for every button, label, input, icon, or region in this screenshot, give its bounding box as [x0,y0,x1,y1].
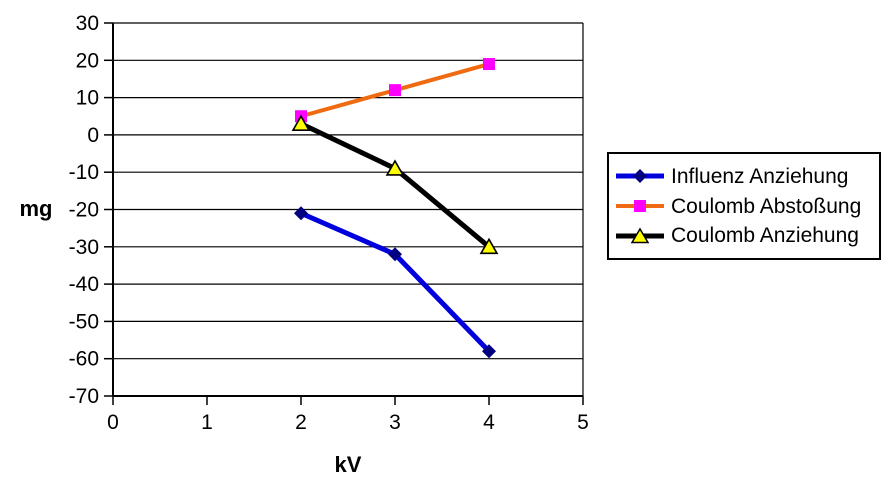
square-marker [389,84,401,97]
x-tick-label: 1 [201,411,213,434]
y-tick-label: -60 [69,348,99,371]
gridlines [113,22,583,397]
triangle-marker [291,114,311,132]
series-line-2 [298,121,492,250]
triangle-marker-icon [616,227,664,243]
legend-item-influenz-anziehung: Influenz Anziehung [615,166,875,187]
y-tick-label: -50 [69,310,99,333]
legend-label: Coulomb Abstoßung [671,194,862,218]
x-tick-label: 2 [295,411,307,434]
triangle-marker [385,159,405,176]
x-tick-label: 4 [483,411,495,434]
tick-labels: 30 20 10 0 -10 -20 -30 -40 -50 -60 -70 0 1 2 3 4 5 [69,12,589,434]
y-tick-label: -40 [69,273,99,296]
diamond-marker [294,206,308,221]
y-axis-title: mg [20,196,53,221]
legend-item-coulomb-abstossung: Coulomb Abstoßung [615,196,875,217]
square-marker-icon [616,200,664,212]
tick-marks [104,22,584,405]
data-series [291,58,499,359]
square-marker [483,58,495,71]
y-tick-label: -10 [69,161,99,184]
x-axis-title: kV [335,452,362,477]
legend-label: Influenz Anziehung [671,164,849,188]
y-tick-label: 30 [76,12,99,35]
y-tick-label: 10 [76,87,99,110]
diamond-marker-icon [616,169,664,184]
y-tick-label: -70 [69,385,99,408]
x-tick-label: 0 [107,411,119,434]
diamond-marker [388,247,402,262]
x-tick-label: 3 [389,411,401,434]
x-tick-label: 5 [577,411,589,434]
legend-label: Coulomb Anziehung [671,224,859,248]
y-tick-label: -30 [69,236,99,259]
legend: Influenz Anziehung Coulomb Abstoßung Cou… [607,152,881,260]
diamond-marker [482,344,496,359]
triangle-marker [479,237,499,255]
y-tick-label: 0 [87,124,99,147]
y-tick-label: 20 [76,49,99,72]
series-line-0 [298,210,492,354]
y-tick-label: -20 [69,199,99,222]
legend-item-coulomb-anziehung: Coulomb Anziehung [615,225,875,246]
